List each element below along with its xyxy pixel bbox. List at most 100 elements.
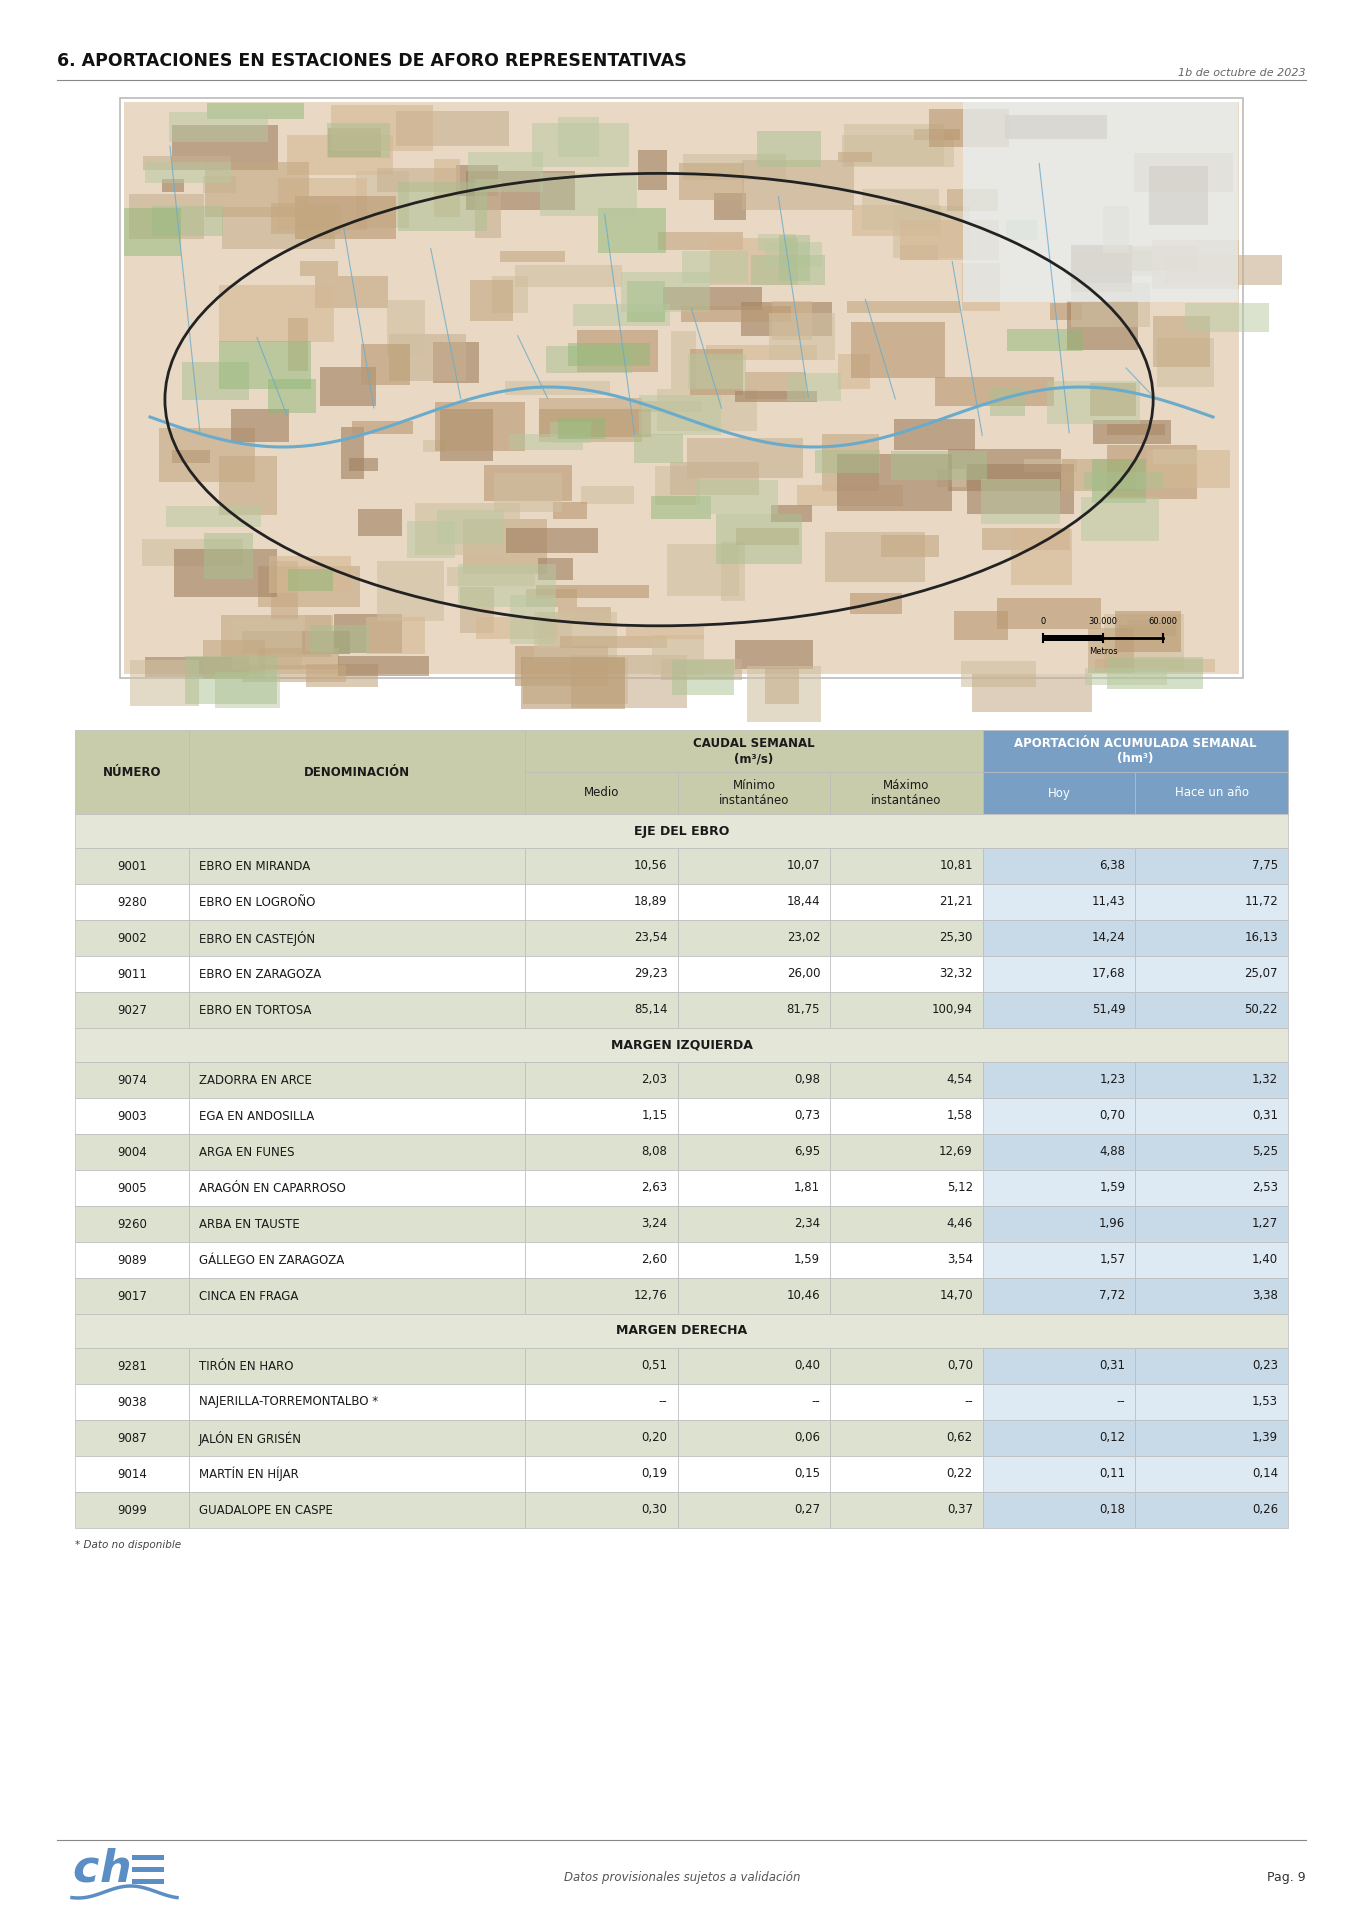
Bar [536, 584, 649, 598]
Bar [525, 1242, 677, 1278]
Bar [376, 561, 443, 621]
Bar [538, 613, 572, 648]
Text: 14,24: 14,24 [1092, 931, 1126, 945]
Bar [75, 885, 189, 920]
Bar [1135, 1456, 1288, 1492]
Bar [525, 1062, 677, 1099]
Text: ARBA EN TAUSTE: ARBA EN TAUSTE [199, 1217, 300, 1230]
Bar [476, 617, 556, 638]
Bar [189, 848, 525, 885]
Bar [747, 667, 821, 723]
Text: 1,15: 1,15 [642, 1109, 668, 1122]
Bar [662, 287, 762, 310]
Text: 32,32: 32,32 [939, 968, 973, 981]
Bar [677, 920, 830, 956]
Bar [830, 920, 983, 956]
Bar [1071, 283, 1150, 328]
Bar [758, 233, 796, 251]
Bar [361, 345, 410, 386]
Text: 10,07: 10,07 [786, 860, 821, 873]
Text: 2,53: 2,53 [1253, 1182, 1278, 1195]
Bar [679, 164, 744, 201]
Text: 0,14: 0,14 [1251, 1467, 1278, 1481]
Text: 9089: 9089 [117, 1253, 147, 1267]
Bar [696, 480, 778, 513]
Bar [677, 1170, 830, 1207]
Bar [521, 657, 626, 710]
Bar [966, 465, 1074, 515]
Text: 9005: 9005 [117, 1182, 147, 1195]
Bar [559, 116, 600, 156]
Text: 9027: 9027 [117, 1003, 147, 1016]
Bar [1135, 1099, 1288, 1134]
Text: 9017: 9017 [117, 1290, 147, 1303]
Bar [311, 625, 369, 654]
Text: --: -- [964, 1396, 973, 1409]
Text: 9281: 9281 [117, 1359, 147, 1373]
Text: 0,40: 0,40 [795, 1359, 821, 1373]
Bar [830, 1421, 983, 1456]
Bar [930, 110, 1009, 147]
Text: 1,23: 1,23 [1100, 1074, 1126, 1087]
Bar [962, 264, 1000, 310]
Bar [1043, 634, 1103, 640]
Bar [949, 449, 1060, 492]
Bar [525, 848, 677, 885]
Text: 9011: 9011 [117, 968, 147, 981]
Bar [577, 330, 658, 372]
Bar [1135, 1278, 1288, 1315]
Text: 60.000: 60.000 [1149, 617, 1178, 627]
Text: 0,98: 0,98 [795, 1074, 821, 1087]
Bar [300, 262, 338, 276]
Bar [983, 771, 1135, 814]
Text: Pag. 9: Pag. 9 [1268, 1872, 1306, 1884]
Bar [435, 401, 525, 451]
Bar [677, 1492, 830, 1529]
Text: 81,75: 81,75 [786, 1003, 821, 1016]
Text: 1,57: 1,57 [1100, 1253, 1126, 1267]
Bar [189, 1242, 525, 1278]
Text: EBRO EN MIRANDA: EBRO EN MIRANDA [199, 860, 309, 873]
Bar [288, 318, 308, 372]
Bar [189, 993, 525, 1028]
Bar [144, 162, 230, 183]
Bar [267, 378, 316, 413]
Bar [983, 1099, 1135, 1134]
Bar [132, 1880, 164, 1884]
Bar [1135, 956, 1288, 993]
Bar [75, 1062, 189, 1099]
Text: 3,38: 3,38 [1253, 1290, 1278, 1303]
Bar [219, 285, 334, 341]
Bar [1104, 613, 1183, 669]
Bar [983, 528, 1070, 549]
Bar [470, 280, 512, 320]
Bar [495, 472, 563, 513]
Bar [75, 1492, 189, 1529]
Bar [769, 312, 836, 361]
Bar [189, 920, 525, 956]
Bar [964, 102, 1238, 303]
Bar [189, 1492, 525, 1529]
Text: 9260: 9260 [117, 1217, 147, 1230]
Text: 9004: 9004 [117, 1145, 147, 1159]
Bar [1011, 528, 1073, 586]
Bar [983, 1062, 1135, 1099]
Bar [1135, 1242, 1288, 1278]
Text: 10,56: 10,56 [634, 860, 668, 873]
Bar [414, 503, 519, 555]
Bar [983, 1134, 1135, 1170]
Bar [189, 885, 525, 920]
Bar [435, 160, 459, 218]
Text: 0,31: 0,31 [1100, 1359, 1126, 1373]
Bar [551, 422, 592, 443]
Text: 17,68: 17,68 [1092, 968, 1126, 981]
Text: APORTACIÓN ACUMULADA SEMANAL
(hm³): APORTACIÓN ACUMULADA SEMANAL (hm³) [1014, 736, 1257, 765]
Bar [75, 1278, 189, 1315]
Bar [174, 549, 277, 596]
Bar [189, 1207, 525, 1242]
Bar [983, 1421, 1135, 1456]
Bar [466, 170, 575, 210]
Bar [677, 993, 830, 1028]
Bar [75, 1099, 189, 1134]
Text: GÁLLEGO EN ZARAGOZA: GÁLLEGO EN ZARAGOZA [199, 1253, 343, 1267]
